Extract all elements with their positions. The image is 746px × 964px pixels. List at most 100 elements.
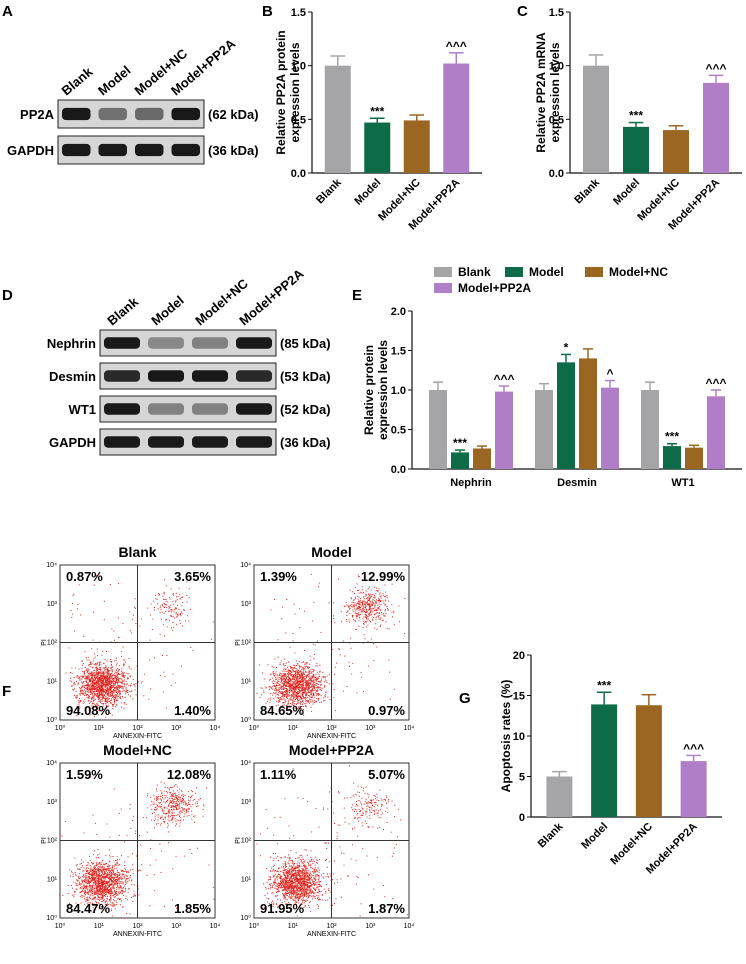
flow-dot [130,690,132,692]
flow-dot [312,620,314,622]
flow-dot [109,689,111,691]
flow-dot [96,667,98,669]
flow-dot [319,670,321,672]
flow-dot [89,873,91,875]
flow-dot [104,880,106,882]
flow-dot [96,892,98,894]
flow-dot [95,664,97,666]
flow-dot [119,686,121,688]
flow-dot [354,619,356,621]
flow-dot [295,696,297,698]
flow-dot [118,878,120,880]
flow-dot [109,870,111,872]
flow-dot [376,607,378,609]
flow-dot [112,698,114,700]
flow-dot [281,674,283,676]
flow-dot [119,883,121,885]
flow-dot [302,695,304,697]
flow-dot [70,885,72,887]
flow-dot [96,680,98,682]
flow-dot [308,685,310,687]
flow-dot [82,692,84,694]
flow-dot [358,600,360,602]
flow-dot [183,819,185,821]
flow-dot [375,602,377,604]
flow-dot [117,894,119,896]
flow-dot [119,685,121,687]
flow-dot [286,690,288,692]
flow-dot [307,666,309,668]
lane-label: Blank [59,64,96,99]
flow-dot [115,682,117,684]
flow-dot [76,695,78,697]
flow-dot [91,880,93,882]
flow-dot [283,674,285,676]
flow-dot [81,667,83,669]
flow-dot [74,682,76,684]
flow-dot [92,697,94,699]
flow-dot [393,612,395,614]
flow-dot [300,708,302,710]
flow-dot [182,800,184,802]
flow-dot [104,872,106,874]
flow-dot [375,601,377,603]
flow-dot [345,602,347,604]
flow-dot [296,685,298,687]
flow-dot [116,678,118,680]
flow-dot [120,678,122,680]
flow-dot [109,686,111,688]
flow-dot [104,888,106,890]
flow-dot [100,879,102,881]
flow-dot [131,896,133,898]
flow-dot [92,701,94,703]
flow-dot [69,680,71,682]
flow-dot [311,680,313,682]
flow-dot [124,679,126,681]
flow-dot [86,670,88,672]
flow-dot [174,609,176,611]
flow-dot [88,684,90,686]
flow-dot [308,702,310,704]
flow-dot [117,671,119,673]
flow-dot [314,686,316,688]
flow-dot [175,612,177,614]
flow-dot [281,674,283,676]
flow-dot [102,677,104,679]
flow-dot [81,881,83,883]
blot-band [98,107,127,121]
flow-dot [97,898,99,900]
flow-dot [287,679,289,681]
flow-dot [122,881,124,883]
flow-dot [109,688,111,690]
flow-dot [90,700,92,702]
flow-dot [293,688,295,690]
flow-dot [187,808,189,810]
x-category-label: Model [352,177,383,208]
flow-dot [289,691,291,693]
flow-dot [99,884,101,886]
flow-dot [80,887,82,889]
flow-dot [121,681,123,683]
flow-dot [85,871,87,873]
flow-dot [319,681,321,683]
flow-dot [100,880,102,882]
flow-dot [106,674,108,676]
flow-dot [107,682,109,684]
flow-dot [116,864,118,866]
flow-dot [94,891,96,893]
flow-dot [99,862,101,864]
flow-dot [299,697,301,699]
flow-dot [86,659,88,661]
flow-dot [346,621,348,623]
flow-dot [159,675,161,677]
flow-dot [90,885,92,887]
flow-dot [368,613,370,615]
flow-dot [305,671,307,673]
flow-dot [173,790,175,792]
flow-dot [356,629,358,631]
flow-dot [307,680,309,682]
flow-dot [89,674,91,676]
flow-dot [299,690,301,692]
flow-dot [190,647,192,649]
flow-dot [124,674,126,676]
